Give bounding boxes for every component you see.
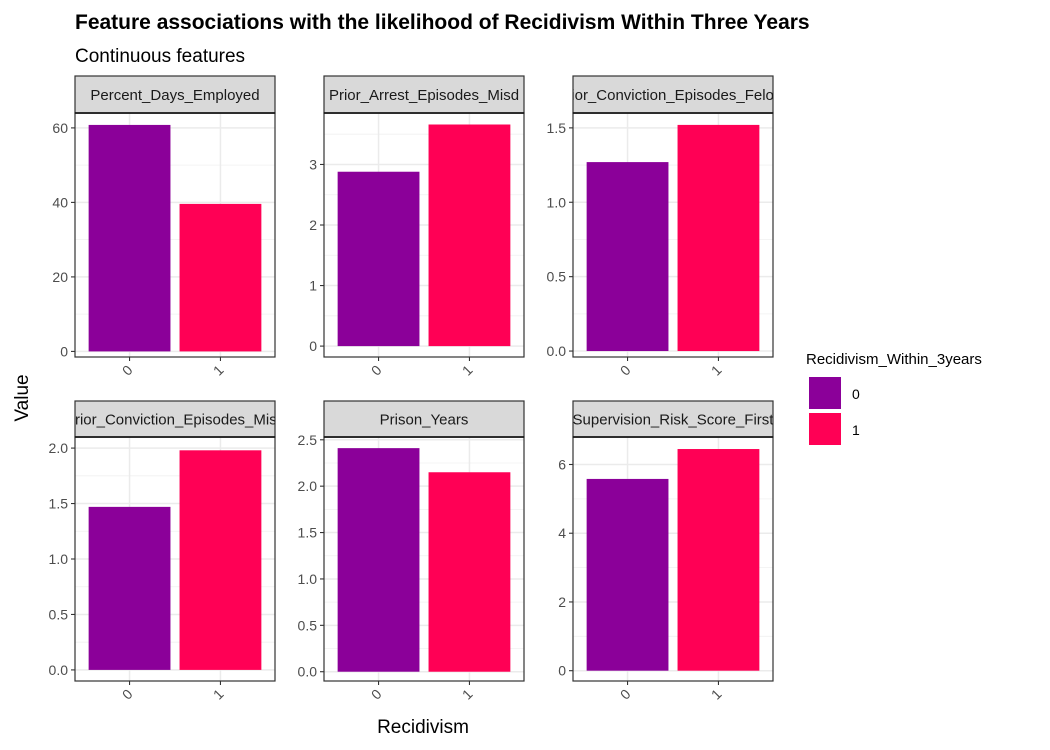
x-tick-label: 0: [368, 686, 385, 703]
x-tick-label: 1: [708, 362, 725, 379]
y-axis-title: Value: [12, 374, 33, 421]
panel-supervision-risk-score-first: Supervision_Risk_Score_First 0 2 4 6 0 1: [558, 400, 775, 703]
y-tick-label: 2.0: [298, 478, 318, 494]
panel-prior-conviction-episodes-misd: Prior_Conviction_Episodes_Misd 0.0 0.5 1.0 1…: [49, 400, 285, 703]
chart-subtitle: Continuous features: [75, 46, 245, 67]
y-tick-label: 0.0: [547, 343, 567, 359]
bar-prior-arrest-episodes-misd-1: [428, 124, 511, 347]
bar-prior-conviction-episodes-misd-0: [88, 506, 171, 670]
bar-prison-years-0: [337, 448, 420, 672]
y-tick-label: 0.0: [49, 662, 69, 678]
x-tick-label: 1: [210, 686, 227, 703]
y-tick-label: 0: [309, 338, 317, 354]
legend-key-1: [809, 413, 841, 445]
bar-percent-days-employed-1: [179, 203, 262, 352]
bar-prior-conviction-episodes-misd-1: [179, 450, 262, 670]
y-tick-label: 2: [558, 594, 566, 610]
panel-bars: [586, 449, 760, 671]
legend-label-0: 0: [852, 386, 860, 402]
x-tick-label: 0: [368, 362, 385, 379]
y-tick-label: 0.5: [298, 617, 318, 633]
x-tick-label: 1: [210, 362, 227, 379]
chart-title: Feature associations with the likelihood…: [75, 11, 810, 34]
x-tick-label: 0: [617, 686, 634, 703]
strip-background: [323, 75, 525, 114]
bar-percent-days-employed-0: [88, 124, 171, 352]
strip-label: Prior_Conviction_Episodes_Felony: [556, 87, 790, 104]
strip-background: [323, 400, 525, 438]
x-tick-label: 0: [119, 686, 136, 703]
strip-label: Prior_Arrest_Episodes_Misd: [329, 87, 519, 104]
y-tick-label: 1.0: [298, 571, 318, 587]
panel-bars: [88, 450, 262, 670]
x-tick-label: 1: [708, 686, 725, 703]
y-tick-label: 1.0: [49, 551, 69, 567]
legend: Recidivism_Within_3years 0 1: [806, 351, 982, 446]
legend-label-1: 1: [852, 422, 860, 438]
panel-bars: [586, 124, 760, 352]
y-tick-label: 2.5: [298, 432, 318, 448]
panel-bars: [88, 124, 262, 352]
y-tick-label: 0: [60, 343, 68, 359]
y-tick-label: 1.5: [298, 525, 318, 541]
y-tick-label: 1.0: [547, 194, 567, 210]
y-tick-label: 60: [52, 120, 68, 136]
y-tick-label: 0.5: [547, 269, 567, 285]
legend-key-0: [809, 377, 841, 409]
bar-prior-conviction-episodes-felony-0: [586, 162, 669, 352]
bar-prior-conviction-episodes-felony-1: [677, 124, 760, 352]
x-tick-label: 0: [119, 362, 136, 379]
x-tick-label: 1: [459, 362, 476, 379]
y-tick-label: 1.5: [49, 496, 69, 512]
x-tick-label: 1: [459, 686, 476, 703]
strip-label: Percent_Days_Employed: [90, 87, 259, 104]
x-axis-title: Recidivism: [377, 717, 469, 738]
y-tick-label: 0: [558, 663, 566, 679]
y-tick-label: 0.5: [49, 606, 69, 622]
y-tick-label: 2: [309, 217, 317, 233]
strip-label: Prison_Years: [380, 412, 469, 429]
y-tick-label: 40: [52, 194, 68, 210]
panel-prison-years: Prison_Years 0.0 0.5 1.0 1.5 2.0 2.5 0 1: [298, 400, 525, 703]
panel-bars: [337, 448, 511, 672]
y-tick-label: 2.0: [49, 440, 69, 456]
panel-percent-days-employed: Percent_Days_Employed 0 20 40 60 0 1: [52, 75, 276, 379]
y-tick-label: 3: [309, 156, 317, 172]
legend-title: Recidivism_Within_3years: [806, 351, 982, 368]
strip-background: [74, 75, 276, 114]
panel-bars: [337, 124, 511, 347]
y-tick-label: 0.0: [298, 664, 318, 680]
y-tick-label: 20: [52, 269, 68, 285]
bar-prior-arrest-episodes-misd-0: [337, 171, 420, 347]
bar-prison-years-1: [428, 472, 511, 672]
y-tick-label: 1: [309, 278, 317, 294]
strip-background: [572, 400, 774, 438]
bar-supervision-risk-score-first-1: [677, 449, 760, 671]
strip-label: Prior_Conviction_Episodes_Misd: [65, 412, 285, 429]
strip-background: [74, 400, 276, 438]
strip-background: [572, 75, 774, 114]
strip-label: Supervision_Risk_Score_First: [573, 412, 775, 429]
y-tick-label: 1.5: [547, 120, 567, 136]
panel-prior-conviction-episodes-felony: Prior_Conviction_Episodes_Felony 0.0 0.5 1.…: [547, 75, 790, 379]
panel-prior-arrest-episodes-misd: Prior_Arrest_Episodes_Misd 0 1 2 3 0 1: [309, 75, 525, 379]
y-tick-label: 4: [558, 525, 566, 541]
y-tick-label: 6: [558, 456, 566, 472]
bar-supervision-risk-score-first-0: [586, 478, 669, 671]
x-tick-label: 0: [617, 362, 634, 379]
